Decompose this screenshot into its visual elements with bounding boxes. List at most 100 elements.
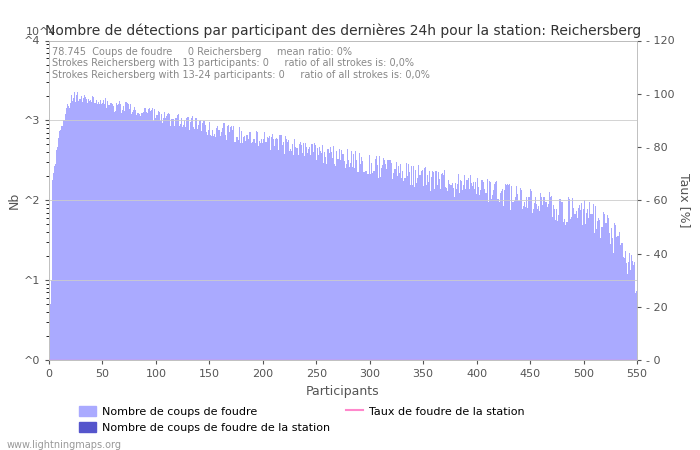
Bar [267, 138, 269, 450]
Bar [556, 209, 557, 450]
Bar [213, 135, 214, 450]
Bar [498, 202, 500, 450]
Bar [587, 209, 589, 450]
Bar [159, 112, 160, 450]
Bar [532, 213, 533, 450]
Bar [135, 110, 136, 450]
Bar [405, 162, 407, 450]
Bar [320, 151, 321, 450]
Bar [579, 205, 580, 450]
Bar [581, 203, 582, 450]
Bar [323, 163, 324, 450]
Bar [303, 143, 304, 450]
Bar [139, 114, 141, 450]
Bar [78, 101, 80, 450]
Bar [89, 101, 90, 450]
Bar [480, 190, 482, 450]
Bar [622, 257, 624, 450]
Bar [190, 118, 192, 450]
Bar [536, 204, 537, 450]
Bar [270, 149, 271, 450]
Bar [312, 152, 314, 450]
Bar [66, 104, 68, 450]
Bar [393, 173, 394, 450]
Bar [202, 123, 204, 450]
Bar [573, 207, 575, 450]
Bar [533, 209, 534, 450]
Bar [542, 205, 543, 450]
Bar [453, 188, 454, 450]
Bar [276, 138, 277, 450]
Bar [494, 184, 496, 450]
Bar [608, 218, 609, 450]
Bar [240, 143, 241, 450]
Bar [57, 147, 58, 450]
Bar [222, 128, 223, 450]
Bar [383, 158, 384, 450]
Bar [129, 109, 130, 450]
Bar [592, 214, 593, 450]
Bar [305, 143, 306, 450]
Bar [381, 168, 382, 450]
Bar [603, 212, 604, 450]
Bar [95, 100, 97, 450]
Bar [170, 126, 172, 450]
Bar [136, 116, 137, 450]
Bar [364, 171, 365, 450]
Bar [541, 197, 542, 450]
Bar [571, 217, 573, 450]
Bar [218, 130, 220, 450]
Bar [137, 112, 139, 450]
Bar [211, 136, 212, 450]
Bar [395, 169, 396, 450]
Bar [526, 197, 527, 450]
Bar [376, 156, 377, 450]
Bar [97, 102, 99, 450]
Bar [330, 153, 332, 450]
Bar [163, 118, 164, 450]
Bar [354, 168, 356, 450]
Bar [326, 164, 328, 450]
Bar [336, 151, 337, 450]
Bar [314, 144, 315, 450]
Bar [83, 98, 84, 450]
Bar [179, 126, 180, 450]
Bar [90, 100, 91, 450]
Bar [123, 106, 125, 450]
Bar [559, 199, 561, 450]
Bar [586, 212, 587, 450]
Bar [232, 130, 233, 450]
Bar [55, 164, 56, 450]
Bar [130, 104, 131, 450]
Bar [281, 144, 283, 450]
Bar [378, 178, 379, 450]
Bar [249, 132, 251, 450]
Bar [466, 180, 468, 450]
Bar [70, 103, 71, 450]
Bar [507, 184, 508, 450]
Bar [292, 144, 293, 450]
Bar [540, 193, 541, 450]
Y-axis label: Taux [%]: Taux [%] [678, 173, 692, 228]
Bar [475, 182, 476, 450]
Bar [402, 171, 403, 450]
Bar [152, 108, 153, 450]
Bar [514, 197, 516, 450]
Bar [216, 128, 218, 450]
Bar [463, 185, 464, 450]
Bar [287, 142, 288, 450]
Bar [557, 221, 559, 450]
Bar [344, 168, 346, 450]
Bar [253, 139, 255, 450]
Bar [107, 101, 108, 450]
Bar [505, 184, 506, 450]
Bar [117, 105, 118, 450]
Bar [234, 142, 236, 450]
Bar [598, 218, 599, 450]
Bar [438, 172, 439, 450]
Bar [452, 183, 453, 450]
Bar [500, 192, 502, 450]
Bar [565, 225, 566, 450]
Bar [504, 190, 505, 450]
Bar [477, 178, 478, 450]
